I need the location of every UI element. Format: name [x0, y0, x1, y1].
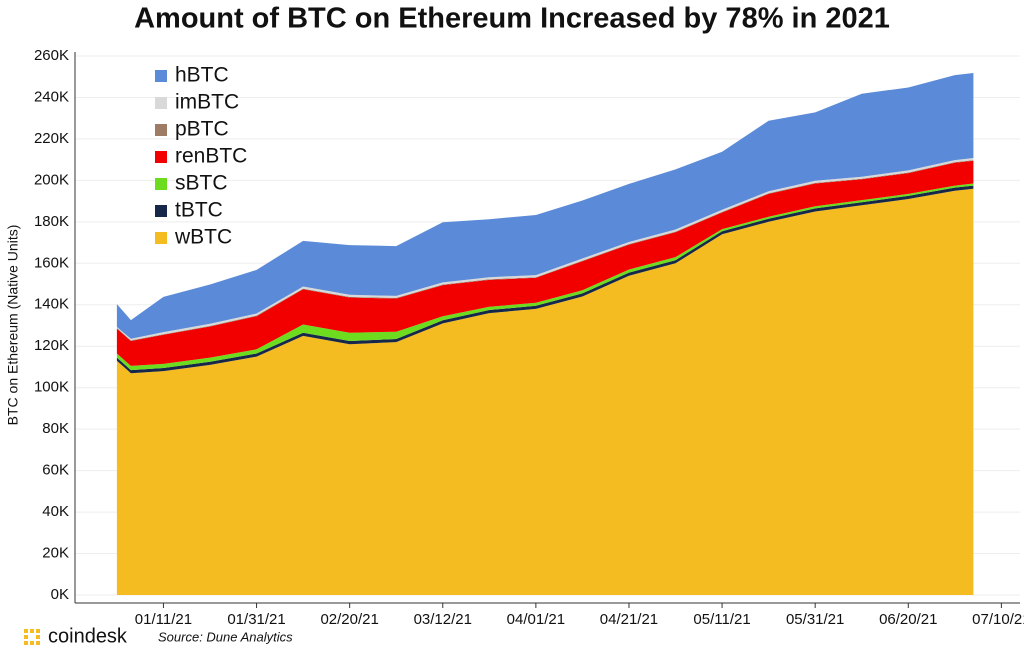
y-tick-label: 80K — [42, 420, 69, 437]
legend-label: sBTC — [175, 172, 228, 195]
legend-swatch — [155, 124, 167, 136]
x-tick-label: 05/31/21 — [786, 611, 844, 628]
x-tick-label: 01/31/21 — [227, 611, 285, 628]
y-tick-label: 100K — [34, 379, 69, 396]
y-axis-label: BTC on Ethereum (Native Units) — [5, 225, 21, 426]
legend-label: imBTC — [175, 91, 239, 114]
y-tick-label: 0K — [51, 586, 69, 603]
x-tick-label: 04/01/21 — [507, 611, 565, 628]
legend-label: tBTC — [175, 199, 223, 222]
x-tick-label: 07/10/21 — [972, 611, 1024, 628]
area — [116, 73, 974, 339]
y-tick-label: 120K — [34, 337, 69, 354]
x-tick-label: 03/12/21 — [414, 611, 472, 628]
brand: coindesk — [48, 625, 128, 647]
legend-label: hBTC — [175, 64, 229, 87]
brand-logo — [24, 629, 40, 645]
legend-swatch — [155, 232, 167, 244]
area — [116, 188, 974, 595]
area — [116, 160, 974, 366]
y-tick-label: 160K — [34, 254, 69, 271]
legend-label: wBTC — [174, 226, 232, 249]
legend-swatch — [155, 70, 167, 82]
x-tick-label: 06/20/21 — [879, 611, 937, 628]
legend-swatch — [155, 205, 167, 217]
source: Source: Dune Analytics — [158, 629, 293, 644]
x-tick-label: 04/21/21 — [600, 611, 658, 628]
y-tick-label: 140K — [34, 296, 69, 313]
legend-swatch — [155, 178, 167, 190]
x-tick-label: 05/11/21 — [693, 611, 750, 628]
legend-label: renBTC — [175, 145, 247, 168]
legend-swatch — [155, 151, 167, 163]
chart-title: Amount of BTC on Ethereum Increased by 7… — [134, 3, 890, 35]
x-tick-label: 02/20/21 — [320, 611, 378, 628]
y-tick-label: 220K — [34, 130, 69, 147]
legend-label: pBTC — [175, 118, 229, 141]
y-tick-label: 260K — [34, 47, 69, 64]
y-tick-label: 20K — [42, 545, 69, 562]
y-tick-label: 240K — [34, 88, 69, 105]
legend: hBTC imBTC pBTC renBTC sBTC tBTC wBTC — [155, 64, 247, 249]
legend-swatch — [155, 97, 167, 109]
y-tick-label: 60K — [42, 462, 69, 479]
y-tick-label: 180K — [34, 213, 69, 230]
y-tick-label: 40K — [42, 503, 69, 520]
x-tick-label: 01/11/21 — [135, 611, 192, 628]
y-tick-label: 200K — [34, 171, 69, 188]
